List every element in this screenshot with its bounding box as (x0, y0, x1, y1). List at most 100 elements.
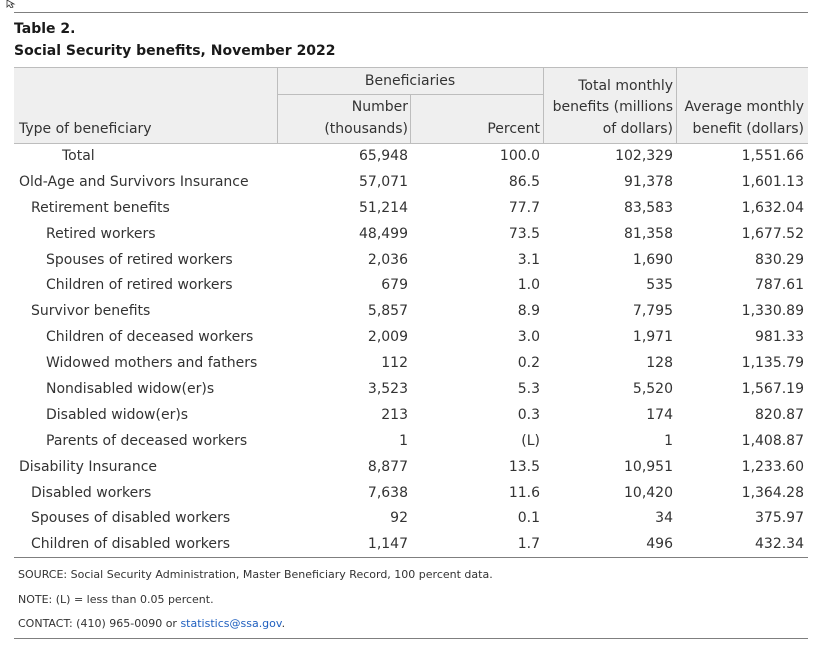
table-header: Type of beneficiary Beneficiaries Number… (14, 67, 808, 144)
row-percent: 5.3 (517, 381, 540, 398)
row-percent: 3.0 (517, 329, 540, 346)
table-row: Parents of deceased workers 1 (L) 1 1,40… (14, 428, 808, 454)
source-note: SOURCE: Social Security Administration, … (18, 568, 493, 581)
table-row: Spouses of retired workers 2,036 3.1 1,6… (14, 247, 808, 273)
row-monthly: 5,520 (632, 381, 673, 398)
table-row: Widowed mothers and fathers 112 0.2 128 … (14, 350, 808, 376)
row-number: 5,857 (367, 303, 408, 320)
row-average: 1,233.60 (741, 458, 804, 475)
row-average: 1,364.28 (741, 484, 804, 501)
table-row: Children of disabled workers 1,147 1.7 4… (14, 531, 808, 557)
row-label: Widowed mothers and fathers (46, 355, 258, 372)
row-label: Disabled workers (31, 484, 152, 501)
row-average: 375.97 (755, 510, 804, 527)
row-monthly: 535 (646, 277, 673, 294)
contact-note: CONTACT: (410) 965-0090 or statistics@ss… (18, 617, 285, 630)
row-monthly: 1,690 (632, 251, 673, 268)
row-percent: 77.7 (508, 199, 540, 216)
table-row: Disabled workers 7,638 11.6 10,420 1,364… (14, 480, 808, 506)
row-number: 92 (390, 510, 408, 527)
row-average: 1,632.04 (741, 199, 804, 216)
row-average: 981.33 (755, 329, 804, 346)
row-number: 1,147 (367, 536, 408, 553)
row-monthly: 91,378 (624, 173, 673, 190)
table-row: Disability Insurance 8,877 13.5 10,951 1… (14, 454, 808, 480)
header-divider (277, 68, 278, 143)
row-percent: 73.5 (508, 225, 540, 242)
header-average-line2: benefit (dollars) (692, 121, 804, 137)
row-average: 820.87 (755, 406, 804, 423)
table-row: Disabled widow(er)s 213 0.3 174 820.87 (14, 402, 808, 428)
row-average: 1,551.66 (741, 148, 804, 164)
row-number: 57,071 (359, 173, 408, 190)
row-percent: 1.7 (517, 536, 540, 553)
row-monthly: 81,358 (624, 225, 673, 242)
table-subtitle: Social Security benefits, November 2022 (14, 43, 336, 59)
row-label: Disabled widow(er)s (46, 406, 189, 423)
row-average: 1,330.89 (741, 303, 804, 320)
row-number: 65,948 (359, 148, 408, 164)
row-monthly: 496 (646, 536, 673, 553)
row-number: 7,638 (367, 484, 408, 501)
table-bottom-rule (14, 557, 808, 558)
header-total-line1: Total monthly (578, 78, 673, 94)
row-label: Retired workers (46, 225, 156, 242)
table-row: Old-Age and Survivors Insurance 57,071 8… (14, 169, 808, 195)
contact-email-link[interactable]: statistics@ssa.gov (180, 617, 282, 630)
row-monthly: 1 (664, 432, 673, 449)
table-row: Children of deceased workers 2,009 3.0 1… (14, 324, 808, 350)
row-monthly: 128 (646, 355, 673, 372)
row-label: Children of retired workers (46, 277, 233, 294)
row-percent: 0.2 (517, 355, 540, 372)
row-number: 1 (399, 432, 408, 449)
table-row: Children of retired workers 679 1.0 535 … (14, 272, 808, 298)
table-row: Retirement benefits 51,214 77.7 83,583 1… (14, 195, 808, 221)
header-total-line3: of dollars) (602, 121, 673, 137)
row-monthly: 10,951 (624, 458, 673, 475)
footer-rule (14, 638, 808, 639)
header-beneficiaries: Beneficiaries (364, 73, 456, 89)
header-number-line2: (thousands) (324, 121, 408, 137)
header-divider (676, 68, 677, 143)
row-number: 48,499 (359, 225, 408, 242)
row-monthly: 1,971 (632, 329, 673, 346)
row-percent: 8.9 (517, 303, 540, 320)
table-row: Survivor benefits 5,857 8.9 7,795 1,330.… (14, 298, 808, 324)
header-divider (543, 68, 544, 143)
table-row: Spouses of disabled workers 92 0.1 34 37… (14, 505, 808, 531)
row-label: Spouses of disabled workers (31, 510, 231, 527)
header-number-line1: Number (351, 99, 408, 115)
row-percent: 1.0 (517, 277, 540, 294)
row-number: 2,036 (367, 251, 408, 268)
contact-suffix: . (281, 617, 286, 630)
row-average: 1,567.19 (741, 381, 804, 398)
table-row: Total 65,948 100.0 102,329 1,551.66 (14, 143, 808, 169)
row-average: 432.34 (755, 536, 804, 553)
row-number: 2,009 (367, 329, 408, 346)
row-percent: 11.6 (508, 484, 540, 501)
row-average: 1,677.52 (741, 225, 804, 242)
row-number: 112 (381, 355, 408, 372)
table-title: Table 2. (14, 21, 76, 37)
table-row: Retired workers 48,499 73.5 81,358 1,677… (14, 221, 808, 247)
row-number: 3,523 (367, 381, 408, 398)
row-percent: 0.3 (517, 406, 540, 423)
row-monthly: 174 (646, 406, 673, 423)
row-label: Total (62, 148, 95, 164)
header-average-line1: Average monthly (684, 99, 804, 115)
row-number: 8,877 (367, 458, 408, 475)
footnote: NOTE: (L) = less than 0.05 percent. (18, 593, 214, 606)
row-label: Retirement benefits (31, 199, 170, 216)
row-monthly: 34 (655, 510, 673, 527)
row-number: 213 (381, 406, 408, 423)
row-label: Children of deceased workers (46, 329, 254, 346)
row-number: 51,214 (359, 199, 408, 216)
row-average: 1,408.87 (741, 432, 804, 449)
row-average: 787.61 (755, 277, 804, 294)
table-body: Total 65,948 100.0 102,329 1,551.66 Old-… (14, 143, 808, 557)
row-average: 1,601.13 (741, 173, 804, 190)
row-label: Parents of deceased workers (46, 432, 248, 449)
row-monthly: 102,329 (615, 148, 673, 164)
contact-prefix: CONTACT: (410) 965-0090 or (18, 617, 181, 630)
row-percent: (L) (521, 432, 540, 449)
